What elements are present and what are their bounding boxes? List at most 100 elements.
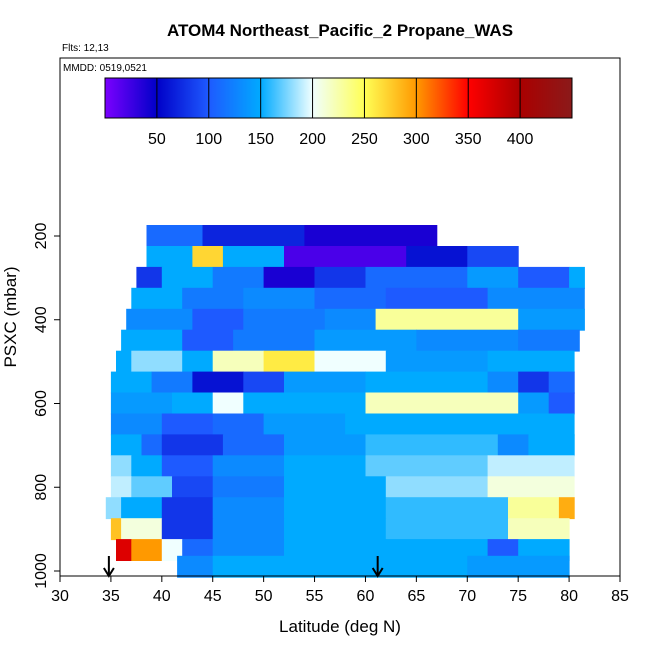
heatmap-cell-13-2 (161, 497, 214, 520)
heatmap-cell-9-0 (110, 413, 163, 436)
heatmap-cell-6-0 (116, 350, 132, 373)
heatmap-cell-2-5 (365, 266, 468, 289)
x-tick-label-70: 70 (458, 588, 476, 605)
colorbar-tick-label-250: 250 (351, 131, 378, 148)
heatmap-cell-15-6 (385, 539, 489, 561)
heatmap-cell-15-4 (212, 539, 285, 561)
heatmap-cell-6-6 (385, 350, 489, 373)
heatmap-cell-15-8 (518, 539, 570, 561)
heatmap-cell-10-7 (528, 434, 575, 457)
heatmap-cell-12-0 (110, 476, 132, 499)
colorbar-tick-label-150: 150 (247, 131, 274, 148)
x-tick-label-60: 60 (357, 588, 375, 605)
heatmap-cell-5-0 (121, 329, 183, 352)
y-tick-label-400: 400 (33, 306, 50, 333)
heatmap-cell-0-0 (146, 225, 203, 247)
heatmap-cell-10-2 (161, 434, 224, 457)
heatmap-cell-5-3 (314, 329, 417, 352)
heatmap-cell-11-4 (284, 455, 366, 478)
heatmap-cell-7-5 (365, 371, 489, 394)
heatmap-cell-11-5 (365, 455, 489, 478)
y-tick-label-1000: 1000 (33, 553, 50, 589)
heatmap-cell-7-0 (110, 371, 153, 394)
heatmap-cell-14-6 (508, 518, 570, 541)
heatmap-cell-3-4 (385, 287, 489, 310)
heatmap-cell-16-3 (467, 555, 570, 578)
heatmap-cell-7-2 (192, 371, 244, 394)
heatmap-cell-5-4 (416, 329, 519, 352)
colorbar-tick-label-300: 300 (403, 131, 430, 148)
heatmap-cell-2-2 (212, 266, 265, 289)
heatmap-cell-5-2 (233, 329, 316, 352)
y-tick-label-200: 200 (33, 223, 50, 250)
heatmap-cell-16-1 (212, 555, 315, 578)
colorbar-tick-label-50: 50 (148, 131, 166, 148)
heatmap-cell-14-0 (110, 518, 122, 541)
heatmap-cell-9-4 (345, 413, 489, 436)
heatmap-cell-0-1 (202, 225, 305, 247)
heatmap-cell-10-5 (365, 434, 499, 457)
heatmap-cell-1-2 (222, 246, 285, 268)
heatmap-cell-13-1 (121, 497, 163, 520)
heatmap-cell-12-2 (172, 476, 214, 499)
heatmap-cell-15-7 (487, 539, 519, 561)
heatmap-cell-13-6 (508, 497, 560, 520)
heatmap-cell-14-2 (161, 518, 214, 541)
heatmap-cell-15-3 (182, 539, 214, 561)
heatmap-cell-1-0 (146, 246, 193, 268)
heatmap-cell-9-2 (212, 413, 265, 436)
heatmap-cell-10-0 (110, 434, 142, 457)
heatmap-cell-8-4 (263, 392, 366, 415)
heatmap-cell-11-1 (131, 455, 163, 478)
colorbar-tick-label-400: 400 (507, 131, 534, 148)
heatmap-cell-6-5 (314, 350, 387, 373)
colorbar-tick-label-350: 350 (455, 131, 482, 148)
heatmap-cell-15-1 (131, 539, 163, 561)
heatmap-cell-6-4 (263, 350, 315, 373)
heatmap-cell-6-3 (212, 350, 265, 373)
heatmap-cell-14-5 (385, 518, 509, 541)
y-tick-label-800: 800 (33, 474, 50, 501)
heatmap-cells (105, 225, 585, 578)
heatmap-cell-7-6 (487, 371, 519, 394)
x-tick-label-50: 50 (255, 588, 273, 605)
x-tick-label-40: 40 (153, 588, 171, 605)
plot-frame (59, 57, 621, 577)
heatmap-cell-1-1 (192, 246, 224, 268)
x-axis: 30 35 40 45 50 55 60 65 70 75 80 85 (51, 576, 629, 605)
heatmap-cell-14-1 (121, 518, 163, 541)
heatmap-cell-2-7 (518, 266, 570, 289)
heatmap-cell-10-4 (284, 434, 366, 457)
x-tick-label-80: 80 (560, 588, 578, 605)
heatmap-cell-2-8 (569, 266, 585, 289)
heatmap-cell-14-3 (212, 518, 285, 541)
heatmap-cell-13-0 (105, 497, 122, 520)
colorbar-gradient (104, 77, 573, 119)
heatmap-cell-9-3 (263, 413, 346, 436)
heatmap-cell-12-4 (284, 476, 387, 499)
heatmap-cell-3-1 (182, 287, 244, 310)
heatmap-cell-7-8 (548, 371, 575, 394)
heatmap-cell-10-6 (497, 434, 529, 457)
date-label: MMDD: 0519,0521 (63, 63, 147, 74)
heatmap-cell-2-3 (263, 266, 315, 289)
heatmap-cell-9-5 (487, 413, 575, 436)
heatmap-cell-4-0 (126, 308, 193, 331)
heatmap-cell-12-6 (487, 476, 575, 499)
heatmap-cell-8-5 (365, 392, 519, 415)
x-tick-label-65: 65 (407, 588, 425, 605)
heatmap-cell-12-5 (385, 476, 489, 499)
heatmap-cell-16-0 (177, 555, 214, 578)
heatmap-cell-6-1 (131, 350, 183, 373)
colorbar: 50 100 150 200 250 300 350 400 (104, 77, 573, 148)
x-tick-label-75: 75 (509, 588, 527, 605)
colorbar-tick-label-200: 200 (299, 131, 326, 148)
y-tick-label-600: 600 (33, 390, 50, 417)
heatmap-cell-8-3 (243, 392, 265, 415)
heatmap-cell-13-3 (212, 497, 285, 520)
heatmap-cell-13-7 (558, 497, 575, 520)
heatmap-cell-14-4 (284, 518, 387, 541)
heatmap-cell-1-5 (467, 246, 519, 268)
heatmap-cell-11-6 (487, 455, 575, 478)
heatmap-cell-10-1 (141, 434, 163, 457)
